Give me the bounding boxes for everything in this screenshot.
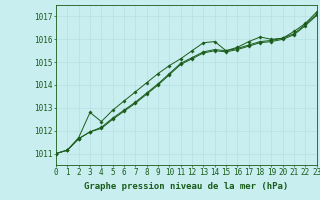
X-axis label: Graphe pression niveau de la mer (hPa): Graphe pression niveau de la mer (hPa) — [84, 182, 289, 191]
